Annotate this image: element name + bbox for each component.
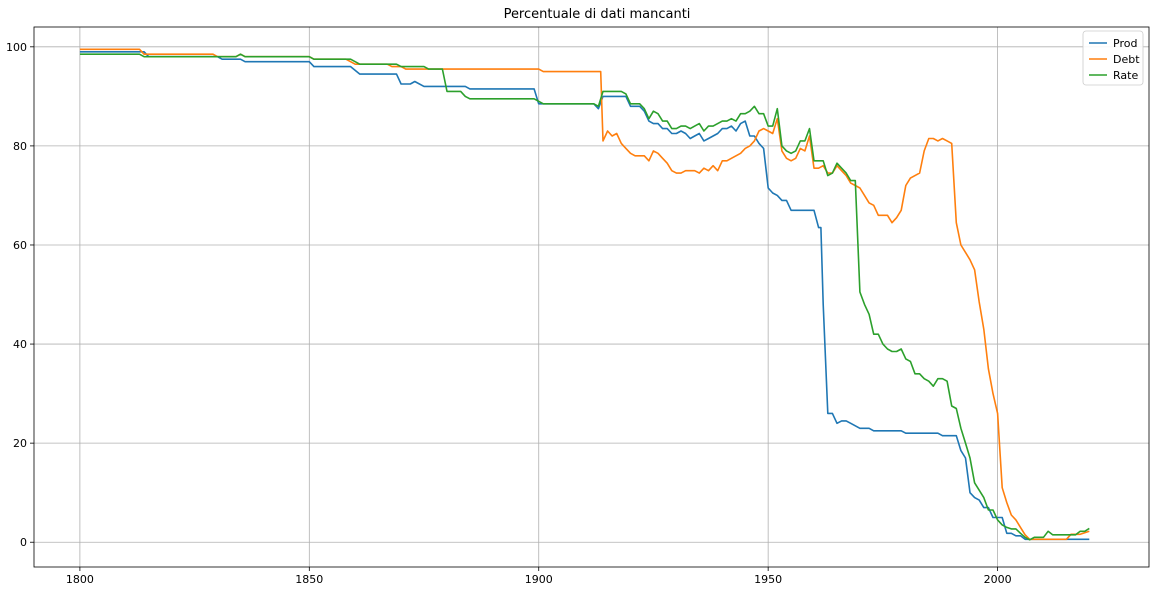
y-tick-label: 80: [13, 140, 27, 153]
x-tick-label: 2000: [984, 573, 1012, 586]
y-tick-label: 20: [13, 437, 27, 450]
x-tick-label: 1850: [295, 573, 323, 586]
x-tick-label: 1800: [66, 573, 94, 586]
y-tick-label: 100: [6, 41, 27, 54]
series-line-rate: [79, 53, 1090, 541]
legend-label-prod: Prod: [1113, 37, 1137, 50]
y-tick-label: 60: [13, 239, 27, 252]
y-tick-label: 40: [13, 338, 27, 351]
legend-box: [1082, 30, 1144, 86]
series-layer: [79, 48, 1090, 541]
series-line-prod: [79, 51, 1090, 541]
y-tick-label: 0: [20, 536, 27, 549]
x-tick-label: 1950: [754, 573, 782, 586]
axes: 1800 1850 1900 1950 2000 0 20 40 60 80 100: [6, 41, 1012, 586]
x-tick-label: 1900: [525, 573, 553, 586]
plot-frame: [33, 26, 1150, 568]
legend-label-rate: Rate: [1113, 69, 1138, 82]
grid: [34, 27, 1149, 567]
legend: Prod Debt Rate: [1082, 30, 1144, 86]
series-line-debt: [79, 48, 1090, 541]
chart-title: Percentuale di dati mancanti: [504, 7, 691, 22]
legend-label-debt: Debt: [1113, 53, 1140, 66]
